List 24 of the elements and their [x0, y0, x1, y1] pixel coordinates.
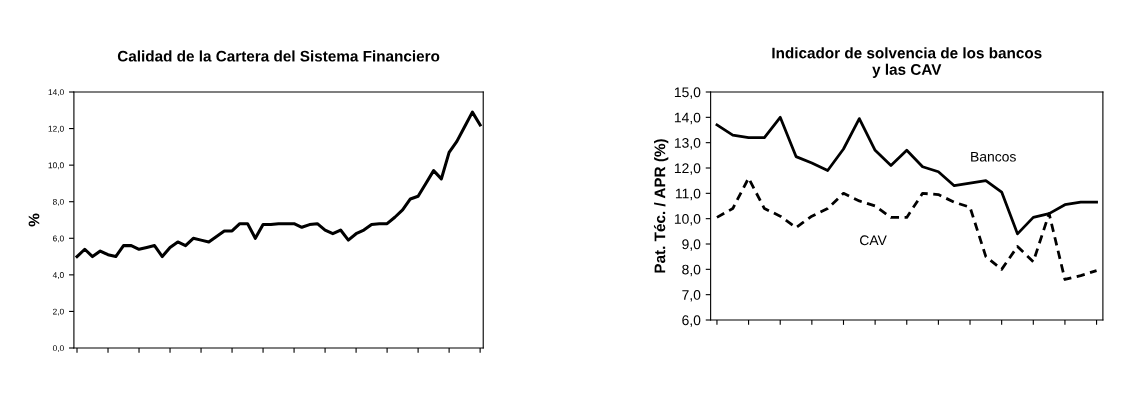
chart-title: Calidad de la Cartera del Sistema Financiero — [117, 50, 440, 62]
y-tick-label: 13,0 — [674, 138, 701, 150]
y-tick-label: 15,0 — [674, 87, 701, 99]
y-tick-label: 6,0 — [682, 315, 701, 327]
series-label: CAV — [860, 235, 887, 246]
y-tick-label: 11,0 — [675, 188, 701, 201]
y-tick-label: 8,0 — [52, 198, 64, 206]
y-tick-label: 10,0 — [48, 162, 64, 170]
y-tick-label: 14,0 — [674, 112, 701, 125]
y-axis-title: % — [28, 213, 40, 227]
series-label: Bancos — [971, 151, 1016, 162]
y-tick-label: 8,0 — [682, 264, 701, 277]
y-tick-label: 12,0 — [48, 125, 64, 133]
y-axis-title: Pat. Téc. / APR (%) — [653, 139, 669, 273]
y-tick-label: 12,0 — [674, 163, 701, 175]
y-tick-label: 14,0 — [48, 89, 64, 97]
y-tick-label: 2,0 — [53, 308, 64, 316]
y-tick-label: 0,0 — [52, 345, 64, 353]
y-tick-label: 7,0 — [682, 290, 701, 302]
y-tick-label: 10,0 — [674, 214, 701, 226]
chart-title: Indicador de solvencia de los bancos y las CAV — [772, 47, 1042, 78]
y-tick-label: 6,0 — [53, 235, 64, 243]
y-tick-label: 4,0 — [52, 272, 64, 279]
y-tick-label: 9,0 — [682, 239, 701, 251]
